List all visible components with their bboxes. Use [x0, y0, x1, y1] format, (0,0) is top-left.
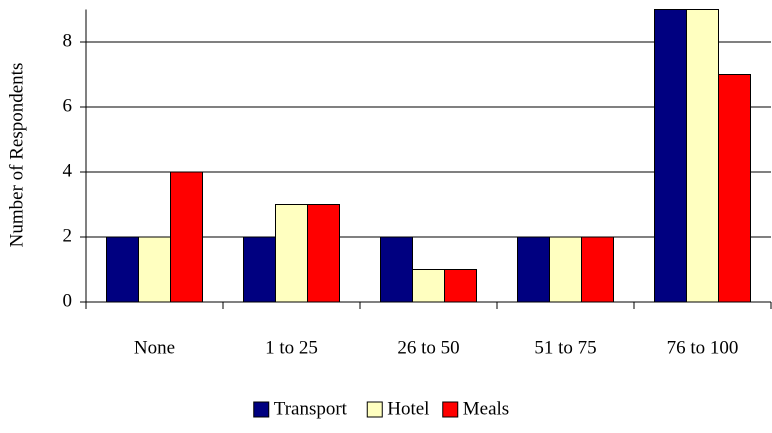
legend-label: Transport	[274, 398, 348, 419]
bar	[138, 236, 171, 303]
x-tick-label: 76 to 100	[667, 337, 739, 358]
y-tick-label: 6	[63, 95, 73, 116]
bar	[106, 236, 139, 303]
bar	[307, 204, 340, 303]
bar	[243, 236, 276, 303]
x-tick-label: 1 to 25	[265, 337, 318, 358]
y-tick-label: 4	[63, 160, 73, 181]
bar	[549, 236, 582, 303]
y-axis-label: Number of Respondents	[6, 63, 27, 248]
bar	[654, 9, 687, 303]
x-tick-label: None	[134, 337, 175, 358]
x-tick-label: 26 to 50	[397, 337, 459, 358]
bar	[581, 236, 614, 303]
bar	[170, 171, 203, 303]
bar	[718, 74, 751, 303]
legend-label: Hotel	[387, 398, 429, 419]
bar	[444, 269, 477, 303]
bar	[686, 9, 719, 303]
bar	[380, 236, 413, 303]
y-tick-label: 8	[63, 30, 73, 51]
bar	[517, 236, 550, 303]
y-tick-label: 0	[63, 290, 73, 311]
bar	[412, 269, 445, 303]
legend-swatch	[366, 401, 383, 418]
legend-swatch	[253, 401, 270, 418]
legend-swatch	[442, 401, 459, 418]
bar	[275, 204, 308, 303]
legend-label: Meals	[463, 398, 509, 419]
x-tick-label: 51 to 75	[534, 337, 596, 358]
y-tick-label: 2	[63, 225, 73, 246]
